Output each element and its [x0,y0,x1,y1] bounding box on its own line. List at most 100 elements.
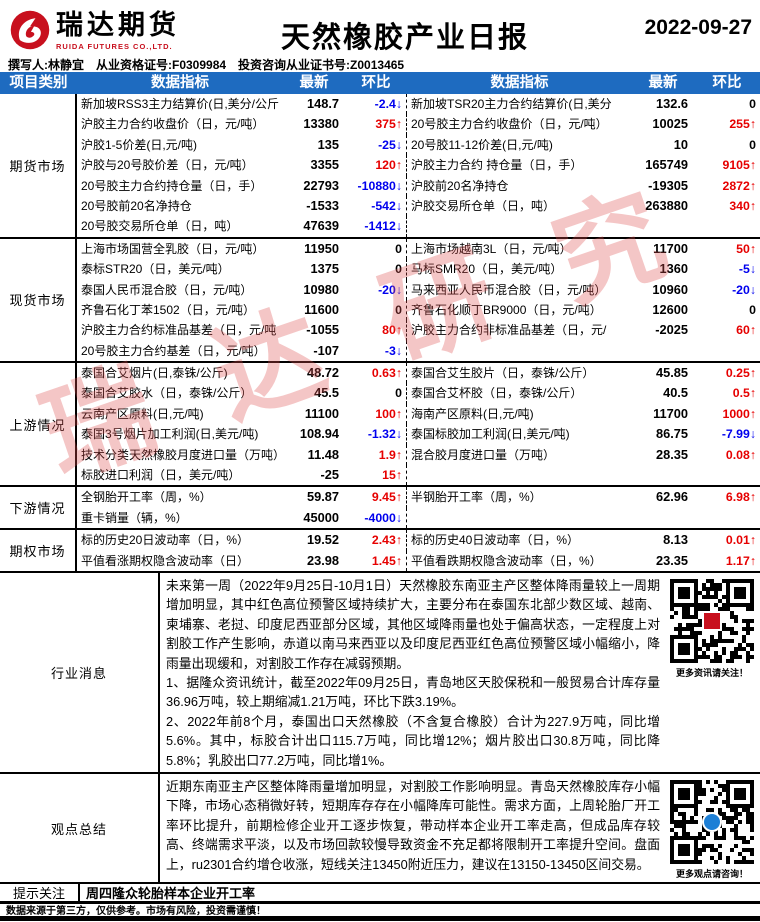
indicator-label: 20号胶前20名净持仓 [81,198,192,213]
latest-value: 22793 [303,177,339,193]
section-industry-news: 行业消息 未来第一周（2022年9月25日-10月1日）天然橡胶东南亚主产区整体… [0,572,760,775]
col-header-latest-right: 最新 [648,75,678,91]
col-header-mom-right: 环比 [712,75,742,91]
data-section-2: 上游情况 泰国合艾烟片(日,泰铢/公斤) 48.72 0.63↑ 泰国合艾生胶片（日，泰… [0,363,760,488]
latest-value: 45.85 [655,365,688,381]
change-value: 1.45↑ [345,550,407,571]
change-value [694,465,760,485]
latest-value: 40.5 [663,385,688,401]
change-value: -20↓ [732,282,756,297]
indicator-label: 齐鲁石化丁苯1502（日，元/吨） [81,302,256,317]
latest-value: 62.96 [655,489,688,505]
change-value: -3↓ [345,340,407,362]
watch-text: 周四隆众轮胎样本企业开工率 [86,886,256,902]
indicator-label: 马标SMR20（日，美元/吨） [411,262,563,277]
change-value: -5↓ [738,262,756,277]
category-label: 下游情况 [0,487,77,529]
news-paragraph-3: 2、2022年前8个月，泰国出口天然橡胶（不含复合橡胶）合计为227.9万吨，同… [166,713,660,768]
latest-value [632,341,694,361]
change-value: 60↑ [736,323,756,338]
latest-value: 132.6 [655,96,688,111]
indicator-label: 全钢胎开工率（周，%） [81,490,212,505]
change-value: 0.01↑ [725,533,756,548]
change-value: -542↓ [345,195,407,217]
indicator-label: 沪胶主力合约非标准品基差（日，元/ [411,323,607,338]
indicator-label: 沪胶与20号胶价差（日，元/吨） [81,158,254,173]
change-value: -2.4↓ [345,94,407,115]
page-title: 天然橡胶产业日报 [280,22,529,54]
disclaimer-text: 数据来源于第三方，仅供参考。市场有风险，投资需谨慎！ [0,904,760,922]
change-value: 0 [345,299,407,321]
latest-value: 10025 [652,116,688,132]
indicator-label: 沪胶前20名净持仓 [411,178,509,193]
logo-name-en: RUIDA FUTURES CO.,LTD. [56,42,173,51]
indicator-label: 20号胶交易所仓单（日，吨） [81,219,239,234]
latest-value: 28.35 [655,446,688,462]
indicator-label [407,465,632,485]
indicator-label: 沪胶主力合约标准品基差（日，元/吨 [81,323,277,338]
change-value: 0 [345,383,407,404]
change-value: -25↓ [345,134,407,156]
indicator-label: 齐鲁石化顺丁BR9000（日，元/吨） [411,302,602,317]
indicator-label: 平值看涨期权隐含波动率（日） [81,553,250,568]
latest-value: 11600 [304,301,339,317]
change-value: 375↑ [345,114,407,135]
change-value: 50↑ [736,241,756,256]
change-value: 0 [345,238,407,260]
latest-value: 10960 [652,281,688,297]
latest-value: 11700 [653,240,688,256]
latest-value: 11.48 [307,446,339,462]
industry-news-text: 未来第一周（2022年9月25日-10月1日）天然橡胶东南亚主产区整体降雨量较上… [160,573,664,772]
change-value: 1000↑ [722,406,756,421]
change-value: -10880↓ [345,175,407,196]
category-label: 提示关注 [0,884,80,902]
change-value: 120↑ [345,155,407,176]
indicator-label [407,508,632,528]
change-value: 0 [345,259,407,280]
latest-value: 45000 [303,509,339,525]
section-watch: 提示关注 周四隆众轮胎样本企业开工率 [0,884,760,905]
latest-value: 135 [317,136,339,152]
latest-value: 23.35 [655,552,688,568]
indicator-label: 泰国合艾胶水（日，泰铢/公斤） [81,386,253,401]
indicator-label: 标胶进口利润（日，美元/吨） [81,468,241,483]
numeric-table-body: 期货市场 新加坡RSS3主力结算价(日,美分/公斤 148.7 -2.4↓ 新加坡TSR… [0,94,760,573]
ruida-logo-icon [8,8,52,52]
qr-code-summary [670,780,754,865]
latest-value: 19.52 [306,532,339,548]
data-section-0: 期货市场 新加坡RSS3主力结算价(日,美分/公斤 148.7 -2.4↓ 新加坡TSR… [0,94,760,239]
indicator-label: 泰国合艾杯胶（日，泰铢/公斤） [411,386,583,401]
latest-value: -1055 [306,322,339,338]
change-value: -4000↓ [345,507,407,529]
latest-value: 108.94 [299,426,339,442]
change-value: 255↑ [729,117,756,132]
latest-value: 10980 [303,281,339,297]
data-section-4: 期权市场 标的历史20日波动率（日，%） 19.52 2.43↑ 标的历史40日波动率（… [0,530,760,573]
col-header-indicator-left: 数据指标 [151,75,209,91]
latest-value: 11950 [304,240,339,256]
latest-value: 59.87 [306,489,339,505]
indicator-label: 20号胶主力合约收盘价（日，元/吨） [411,117,608,132]
col-header-mom-left: 环比 [361,75,391,91]
change-value: 0 [749,97,756,111]
change-value: 0 [749,302,756,317]
change-value: -1412↓ [345,216,407,237]
change-value [694,216,760,236]
indicator-label: 平值看跌期权隐含波动率（日，%） [411,553,602,568]
qr-center-logo-red [702,610,722,631]
latest-value: 1360 [659,261,688,277]
indicator-label [407,341,632,361]
latest-value: 3355 [310,157,339,173]
category-label: 上游情况 [0,363,77,486]
category-label: 观点总结 [0,774,160,883]
news-paragraph-1: 未来第一周（2022年9月25日-10月1日）天然橡胶东南亚主产区整体降雨量较上… [166,577,660,671]
indicator-label: 混合胶月度进口量（万吨） [411,447,556,462]
indicator-label: 沪胶主力合约收盘价（日，元/吨） [81,117,265,132]
latest-value: 23.98 [306,552,339,568]
latest-value: 8.13 [663,532,688,548]
change-value: 0.08↑ [725,447,756,462]
indicator-label: 半钢胎开工率（周，%） [411,490,542,505]
latest-value [632,216,694,236]
indicator-label: 标的历史20日波动率（日，%） [81,533,250,548]
indicator-label: 泰国人民币混合胶（日，元/吨） [81,282,253,297]
